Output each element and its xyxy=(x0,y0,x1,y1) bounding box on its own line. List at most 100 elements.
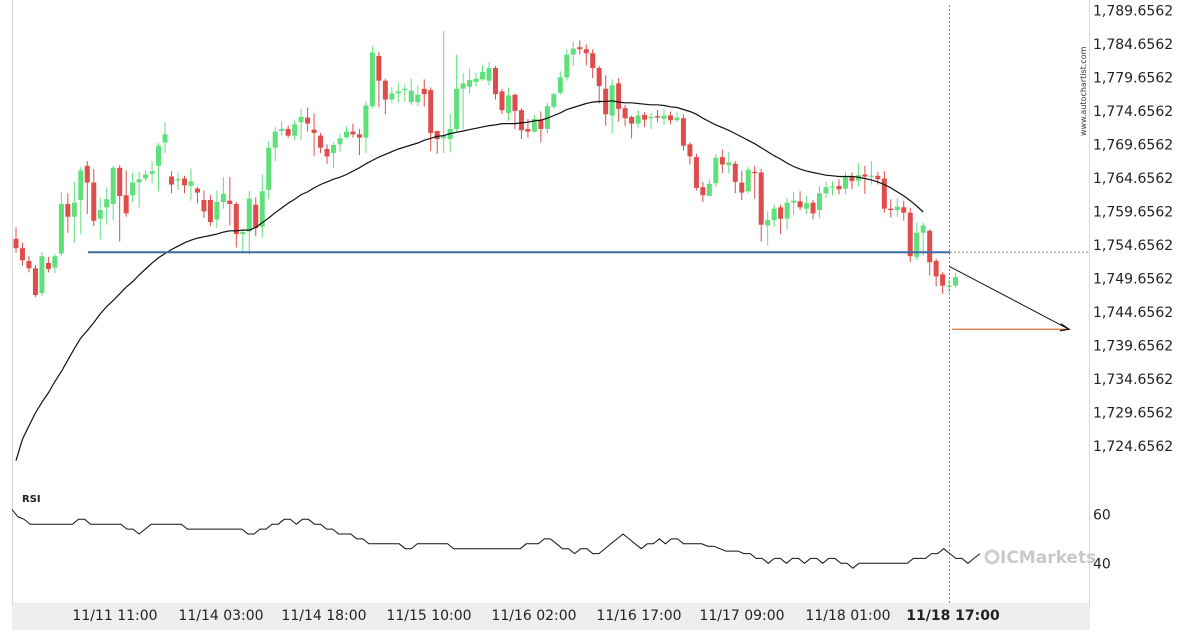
candle-body xyxy=(499,91,505,111)
candle-body xyxy=(784,202,790,219)
candle-body xyxy=(505,95,511,113)
candle-body xyxy=(842,177,848,189)
candle-body xyxy=(91,182,97,221)
candle-body xyxy=(32,268,38,296)
x-tick-label: 11/18 01:00 xyxy=(805,608,890,624)
candle-body xyxy=(415,94,421,103)
candle-body xyxy=(240,232,246,235)
candle-body xyxy=(791,200,797,203)
candle-body xyxy=(765,220,771,226)
candle-body xyxy=(175,179,181,181)
candle-body xyxy=(583,49,589,54)
candle-body xyxy=(285,128,291,136)
candle-body xyxy=(687,144,693,157)
x-tick-label-highlighted: 11/18 17:00 xyxy=(906,608,1000,624)
candle-body xyxy=(493,67,499,95)
y-tick-label: 1,779.6562 xyxy=(1093,71,1173,87)
candle-body xyxy=(719,157,725,165)
candle-body xyxy=(467,80,473,87)
candle-body xyxy=(804,203,810,209)
x-axis: 11/11 11:00 11/14 03:00 11/14 18:00 11/15 1… xyxy=(72,608,1000,624)
candle-body xyxy=(855,175,861,181)
candle-body xyxy=(525,128,531,132)
candle-body xyxy=(39,256,45,294)
x-tick-label: 11/11 11:00 xyxy=(72,608,157,624)
candle-body xyxy=(246,198,252,232)
candle-body xyxy=(713,157,719,184)
candle-body xyxy=(875,175,881,180)
y-tick-label: 1,774.6562 xyxy=(1093,104,1173,120)
candle-body xyxy=(544,106,550,129)
candle-body xyxy=(888,208,894,211)
candle-body xyxy=(551,94,557,107)
candle-body xyxy=(914,232,920,257)
y-tick-label: 1,734.6562 xyxy=(1093,372,1173,388)
x-tick-label: 11/14 03:00 xyxy=(178,608,263,624)
candle-body xyxy=(97,210,103,219)
y-tick-label: 1,754.6562 xyxy=(1093,238,1173,254)
candle-body xyxy=(590,53,596,68)
candle-body xyxy=(149,171,155,174)
candle-body xyxy=(78,170,84,200)
rsi-label: RSI xyxy=(22,494,41,505)
forecast-arrow-line xyxy=(948,265,1070,330)
candle-body xyxy=(797,201,803,208)
candle-body xyxy=(745,169,751,192)
candle-body xyxy=(648,116,654,119)
candle-body xyxy=(350,131,356,135)
candle-body xyxy=(395,91,401,94)
candle-body xyxy=(629,116,635,124)
candle-body xyxy=(52,256,58,268)
candle-body xyxy=(635,115,641,124)
candle-body xyxy=(71,202,77,217)
candle-body xyxy=(829,186,835,188)
candle-body xyxy=(622,108,628,119)
candle-body xyxy=(298,116,304,123)
candle-body xyxy=(661,115,667,119)
candle-body xyxy=(823,187,829,194)
x-tick-label: 11/15 10:00 xyxy=(386,608,471,624)
candle-body xyxy=(369,52,375,107)
candle-body xyxy=(927,230,933,263)
candle-body xyxy=(130,182,136,196)
candle-body xyxy=(726,162,732,166)
candle-body xyxy=(434,130,440,139)
rsi-line xyxy=(11,509,981,569)
y-tick-label: 1,739.6562 xyxy=(1093,339,1173,355)
candle-body xyxy=(557,77,563,93)
candle-body xyxy=(564,54,570,78)
candle-body xyxy=(907,212,913,257)
candle-body xyxy=(758,172,764,225)
candle-body xyxy=(104,199,110,208)
candle-body xyxy=(454,88,460,129)
candle-body xyxy=(143,174,149,179)
candle-body xyxy=(324,149,330,157)
levels-layer xyxy=(88,5,1090,603)
candle-body xyxy=(480,71,486,80)
candle-body xyxy=(596,67,602,87)
brand-logo-mark xyxy=(984,549,1000,565)
candle-body xyxy=(732,163,738,182)
candle-body xyxy=(220,193,226,202)
y-tick-label: 1,729.6562 xyxy=(1093,406,1173,422)
candle-body xyxy=(706,183,712,196)
candle-body xyxy=(253,204,259,229)
x-axis-band xyxy=(12,603,1090,630)
rsi-y-tick-label: 40 xyxy=(1093,556,1111,572)
x-tick-label: 11/16 17:00 xyxy=(596,608,681,624)
brand-logo-text: ICMarkets xyxy=(1000,548,1096,568)
candle-body xyxy=(953,277,959,286)
candle-body xyxy=(26,260,32,269)
candle-body xyxy=(836,185,842,190)
candle-body xyxy=(642,114,648,120)
x-tick-label: 11/16 02:00 xyxy=(491,608,576,624)
candle-body xyxy=(817,193,823,211)
candle-body xyxy=(162,134,168,143)
candle-body xyxy=(810,202,816,214)
candle-body xyxy=(110,167,116,204)
y-tick-label: 1,769.6562 xyxy=(1093,138,1173,154)
candle-body xyxy=(331,145,337,154)
candle-body xyxy=(45,262,51,269)
rsi-panel: RSI 60 40 xyxy=(11,494,1111,572)
